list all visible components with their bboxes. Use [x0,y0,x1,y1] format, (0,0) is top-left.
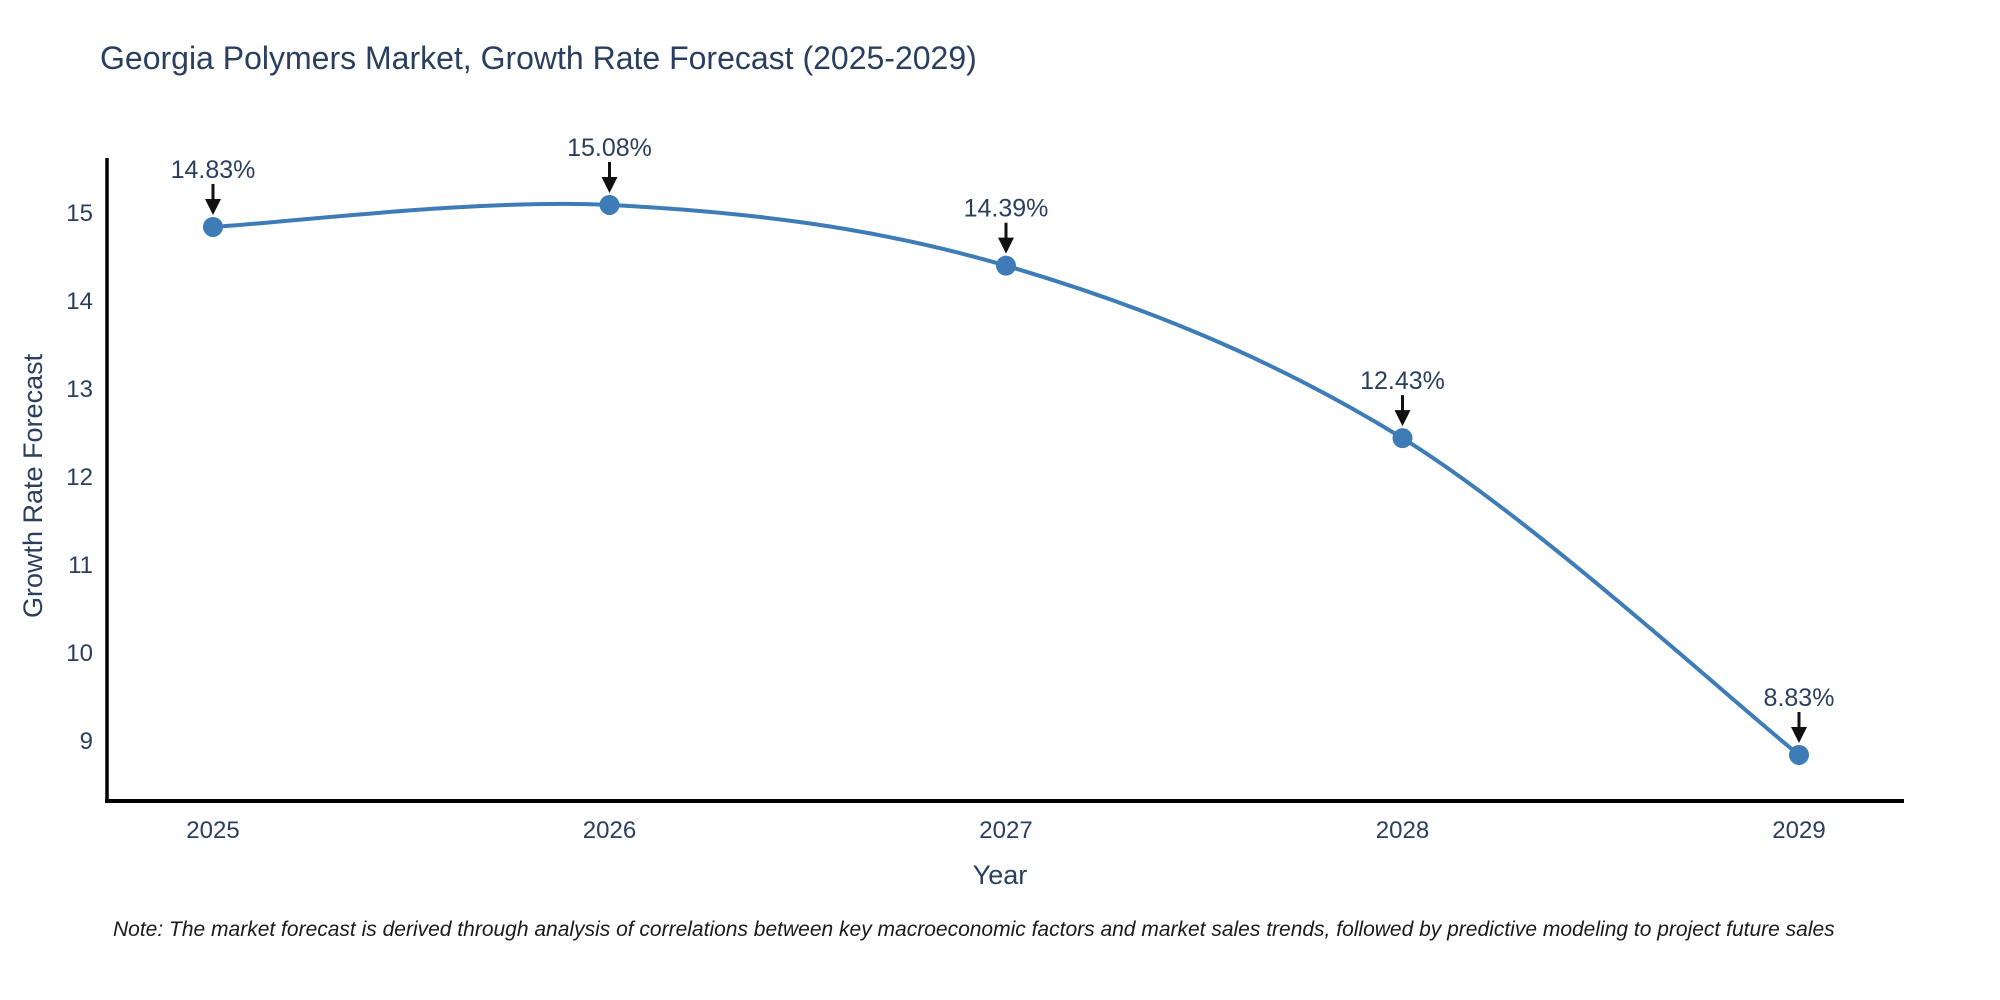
data-point-marker [1789,744,1809,765]
data-point-label: 12.43% [1360,367,1445,395]
data-point-label: 15.08% [567,134,652,162]
x-axis-title: Year [972,860,1028,890]
x-tick-label: 2028 [1376,817,1429,844]
data-point-label: 8.83% [1764,684,1835,712]
x-tick-label: 2027 [979,817,1032,844]
data-point-marker [996,255,1016,276]
annotation-arrowhead [998,237,1014,254]
x-tick-label: 2025 [186,817,239,844]
data-point-marker [1392,428,1413,449]
data-point-label: 14.83% [171,156,256,184]
y-tick-label: 11 [68,552,93,579]
y-tick-label: 12 [66,464,93,491]
annotation-arrowhead [1394,410,1411,427]
trend-line [212,201,1801,757]
y-tick-label: 15 [66,200,93,227]
y-tick-label: 14 [66,288,93,315]
data-point-marker [203,216,223,237]
annotation-arrowhead [1791,726,1807,743]
y-tick-label: 10 [66,640,93,667]
x-tick-label: 2029 [1772,817,1825,844]
y-tick-label: 9 [80,728,93,755]
x-tick-label: 2026 [583,817,636,844]
data-point-label: 14.39% [964,195,1049,223]
y-tick-label: 13 [66,376,93,403]
annotation-arrowhead [601,176,618,193]
annotation-arrowhead [205,198,221,215]
chart-footnote: Note: The market forecast is derived thr… [113,918,1835,941]
data-point-marker [599,194,620,215]
chart-title: Georgia Polymers Market, Growth Rate For… [100,40,977,76]
